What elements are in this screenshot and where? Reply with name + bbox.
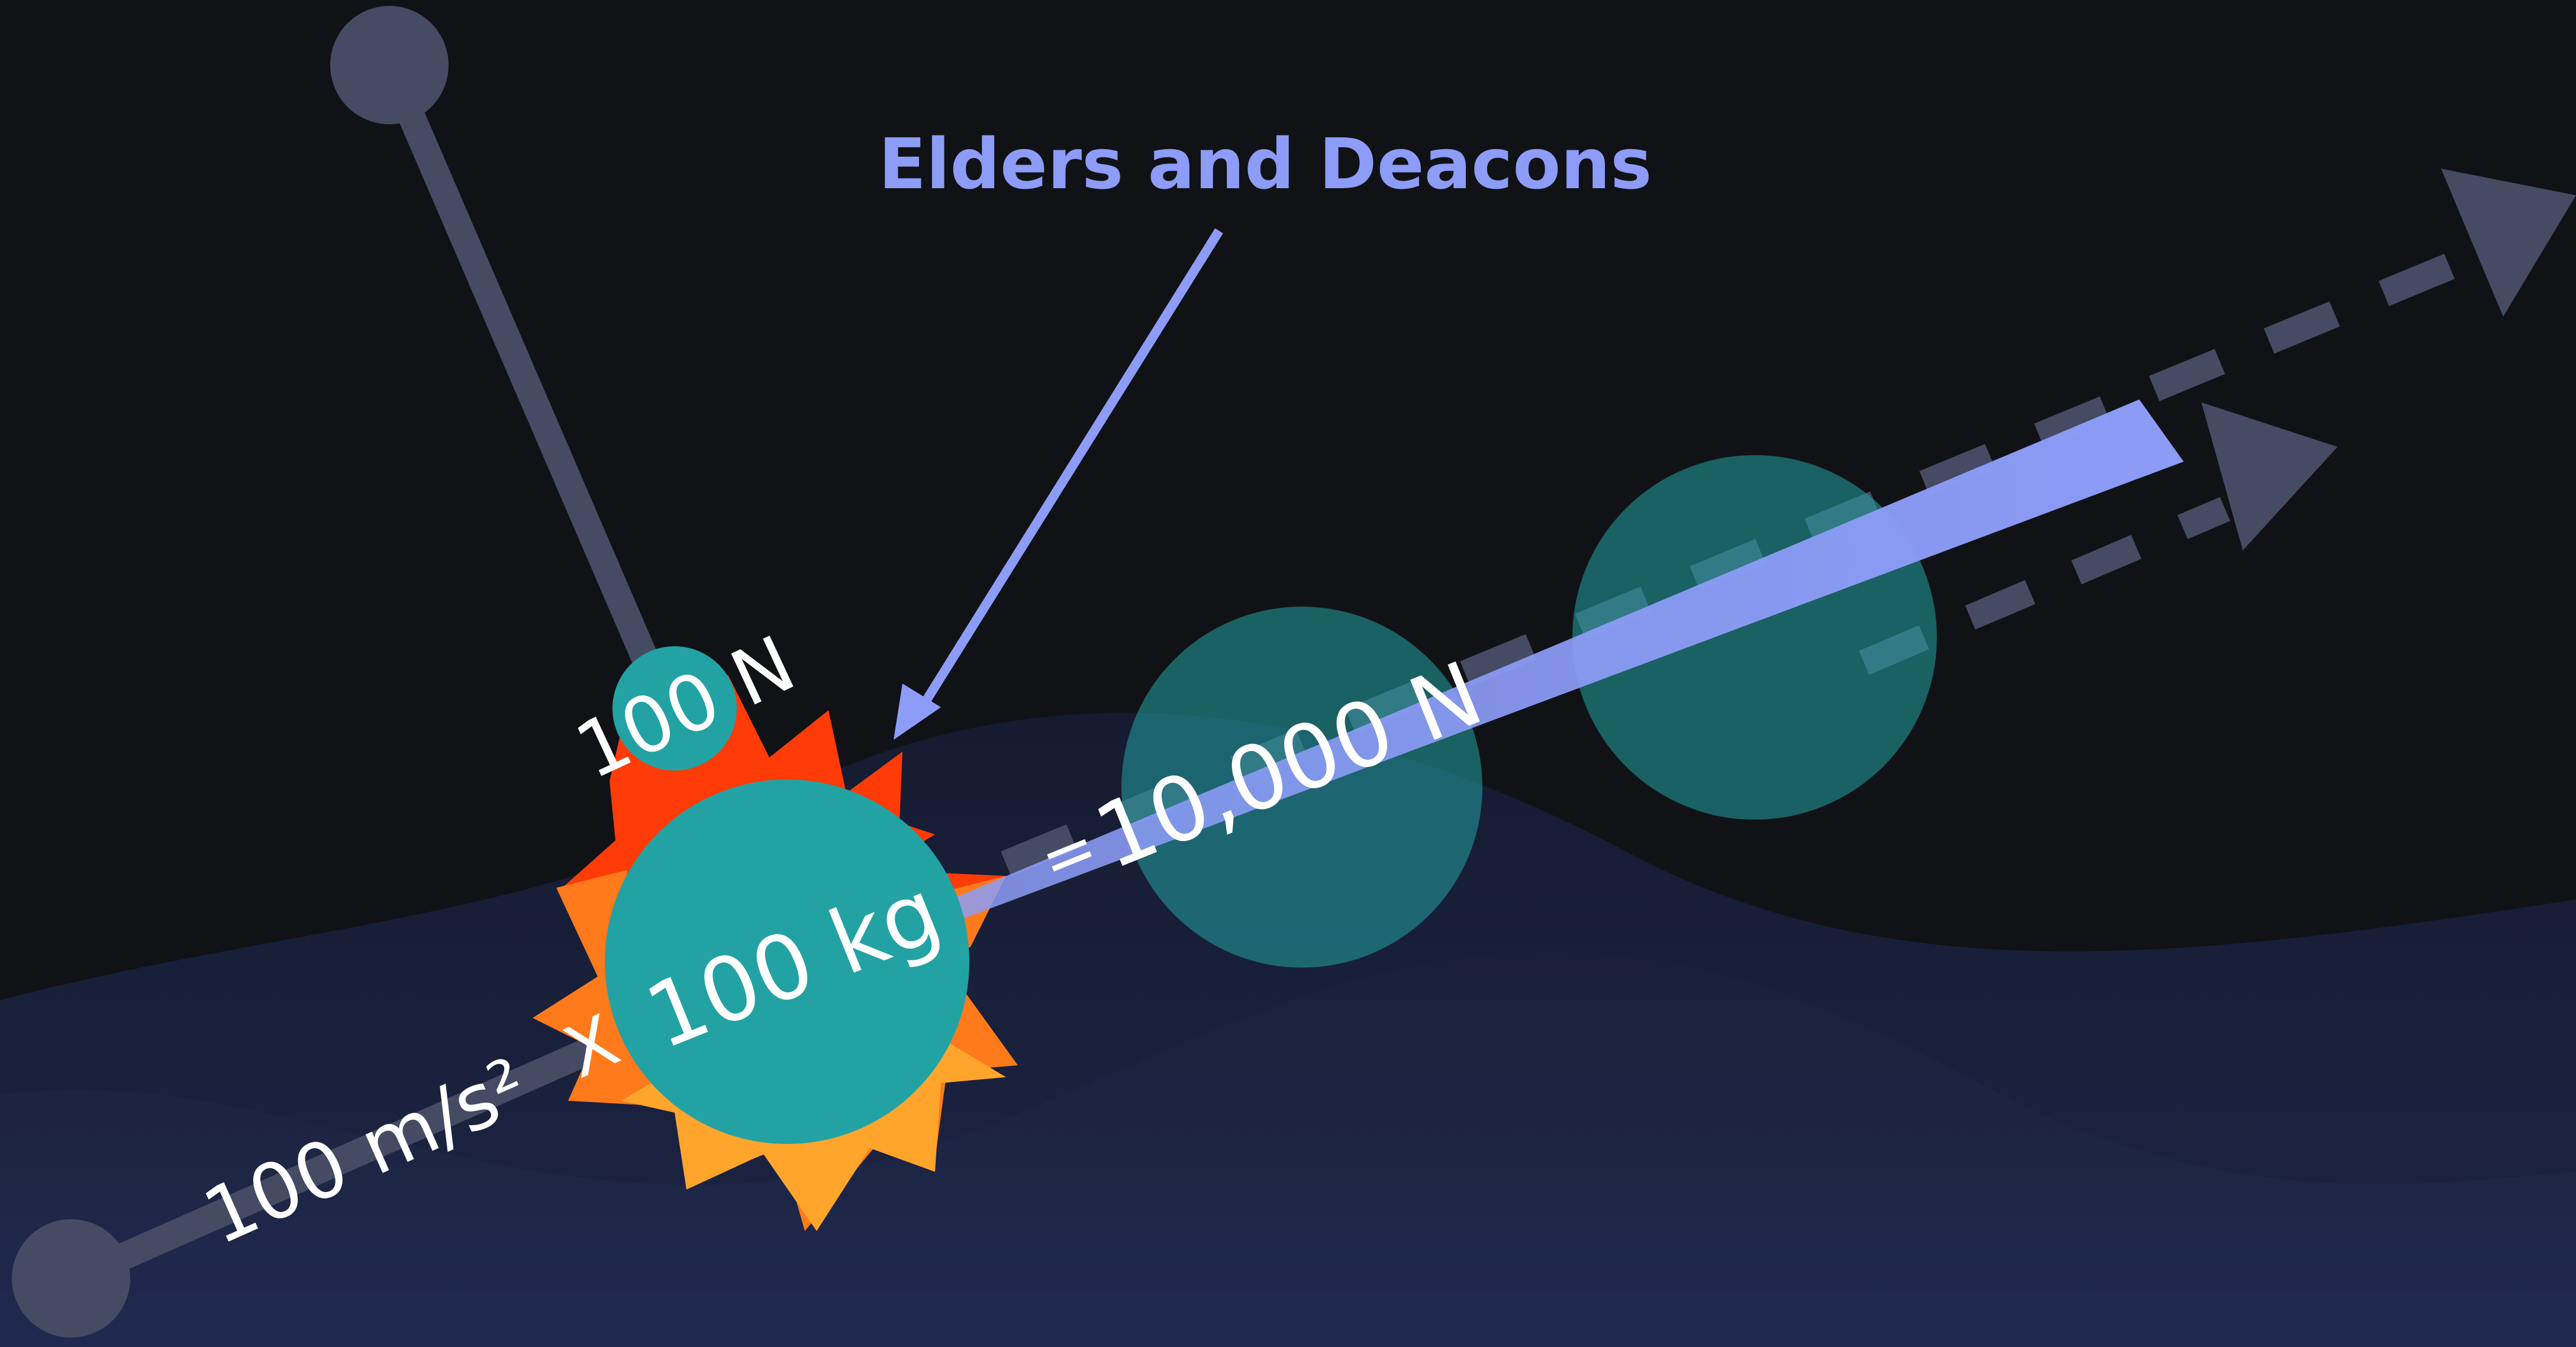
- force-beam: [929, 399, 2184, 920]
- pointer-arrow: [916, 228, 1223, 713]
- background-wave-front: [0, 952, 2576, 1347]
- trajectory-arrowhead: [2441, 169, 2576, 317]
- trajectory-arrowhead-lower: [2201, 402, 2338, 550]
- pointer-arrowhead: [894, 684, 941, 740]
- pendulum-pivot: [330, 6, 449, 124]
- pendulum-stick: [376, 51, 682, 727]
- rod-pivot: [12, 1219, 130, 1338]
- diagram-title: Elders and Deacons: [878, 123, 1652, 205]
- force-ball-small: [612, 646, 737, 771]
- mass-ball: [605, 779, 969, 1144]
